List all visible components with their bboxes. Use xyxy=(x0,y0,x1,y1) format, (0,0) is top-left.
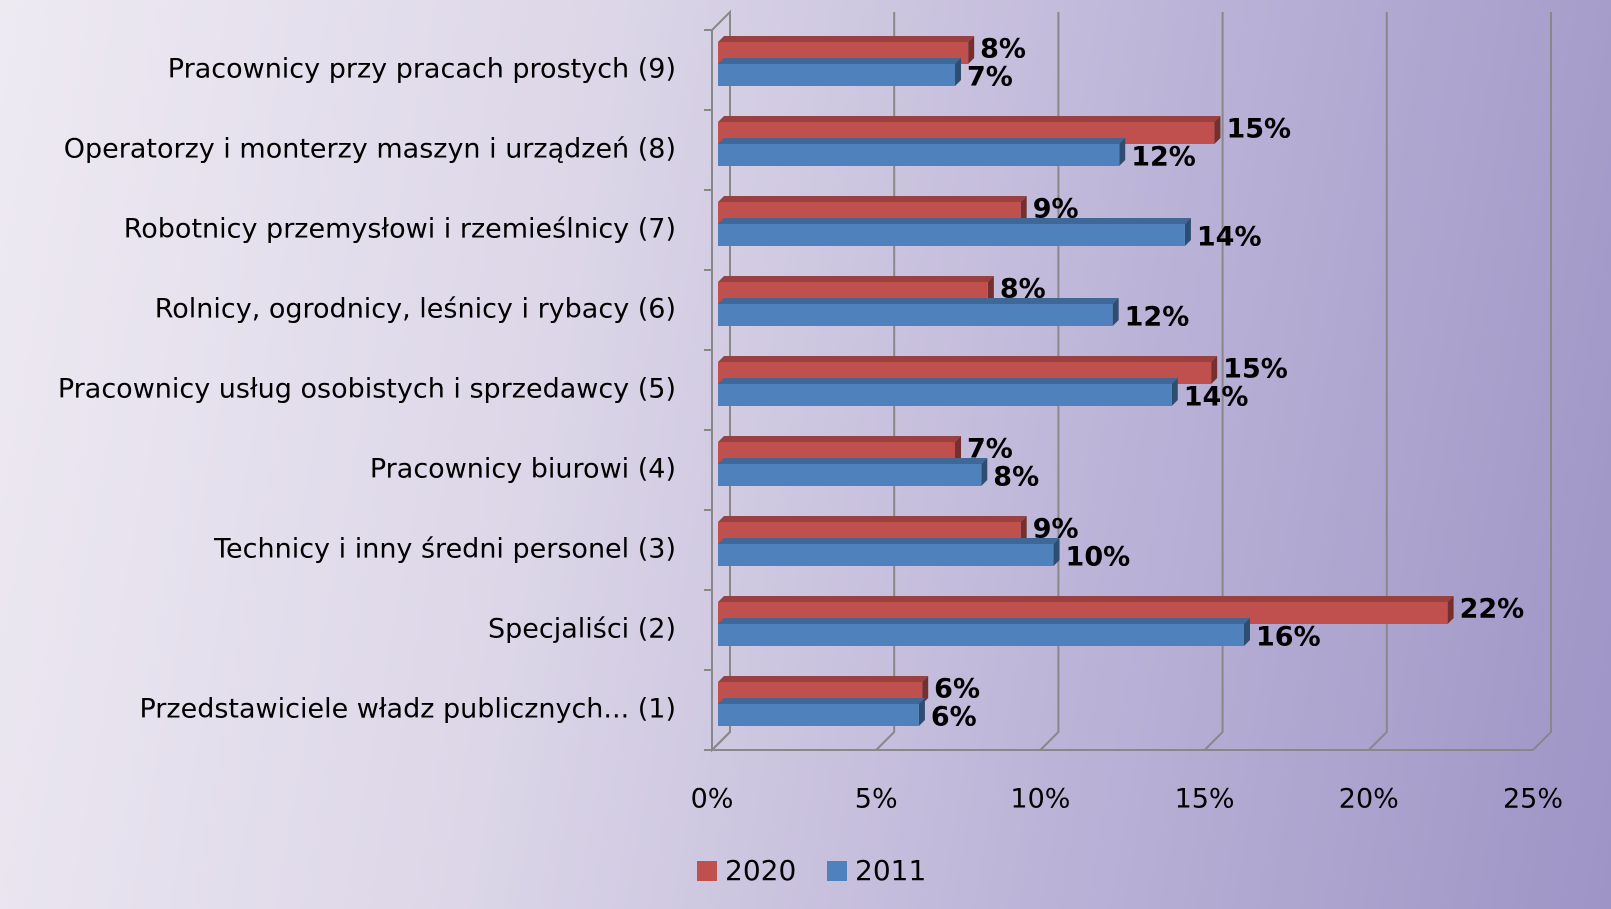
bar-side xyxy=(1211,356,1218,384)
bar-top xyxy=(718,218,1191,224)
bar xyxy=(718,544,1054,566)
bar-side xyxy=(1053,538,1060,566)
x-tick-label: 25% xyxy=(1503,784,1563,815)
value-label: 6% xyxy=(934,674,980,705)
legend-label: 2011 xyxy=(855,854,926,887)
value-label: 14% xyxy=(1197,222,1262,253)
category-label: Pracownicy biurowi (4) xyxy=(370,454,676,485)
value-label: 8% xyxy=(993,462,1039,493)
grid-line xyxy=(1532,12,1552,751)
bar-side xyxy=(1184,218,1191,246)
value-label: 15% xyxy=(1226,114,1291,145)
legend-swatch xyxy=(827,861,847,881)
bar-side xyxy=(1020,516,1027,544)
bar-side xyxy=(1020,196,1027,224)
bar-side xyxy=(955,58,962,86)
bar xyxy=(718,224,1185,246)
bar-top xyxy=(718,276,994,282)
grid-line xyxy=(1203,12,1224,751)
bar-top xyxy=(718,596,1454,602)
bar xyxy=(718,64,956,86)
bar-side xyxy=(1171,378,1178,406)
x-tick-label: 0% xyxy=(691,784,734,815)
value-label: 10% xyxy=(1066,542,1131,573)
bar-side xyxy=(1214,116,1221,144)
bar xyxy=(718,704,919,726)
bar-side xyxy=(968,36,975,64)
value-label: 16% xyxy=(1256,622,1321,653)
value-label: 7% xyxy=(967,62,1013,93)
bar-top xyxy=(718,138,1126,144)
category-label: Technicy i inny średni personel (3) xyxy=(213,534,676,565)
bar-top xyxy=(718,116,1221,122)
grid-line xyxy=(1368,12,1388,751)
bar xyxy=(718,464,982,486)
bar-side xyxy=(1119,138,1126,166)
bar-top xyxy=(718,58,962,64)
bar xyxy=(718,144,1120,166)
value-label: 15% xyxy=(1223,354,1288,385)
bar-side xyxy=(1244,618,1251,646)
bar-top xyxy=(718,436,962,442)
grid-line xyxy=(1039,12,1060,751)
legend-swatch xyxy=(697,861,717,881)
bar-top xyxy=(718,458,988,464)
category-label: Rolnicy, ogrodnicy, leśnicy i rybacy (6) xyxy=(155,294,676,325)
bar-side xyxy=(918,698,925,726)
bar-side xyxy=(987,276,994,304)
bar-side xyxy=(922,676,929,704)
value-label: 8% xyxy=(980,34,1026,65)
x-tick-label: 15% xyxy=(1175,784,1235,815)
value-label: 14% xyxy=(1184,382,1249,413)
category-label: Operatorzy i monterzy maszyn i urządzeń … xyxy=(64,134,676,165)
bar-side xyxy=(981,458,988,486)
bar-top xyxy=(718,538,1060,544)
x-tick-label: 5% xyxy=(855,784,898,815)
bar-side xyxy=(1112,298,1119,326)
bar-top xyxy=(718,676,929,682)
bar-top xyxy=(718,378,1178,384)
category-label: Robotnicy przemysłowi i rzemieślnicy (7) xyxy=(124,214,676,245)
legend-label: 2020 xyxy=(725,854,796,887)
category-label: Przedstawiciele władz publicznych... (1) xyxy=(140,694,677,725)
category-label: Pracownicy przy pracach prostych (9) xyxy=(168,54,676,85)
bar-top xyxy=(718,618,1251,624)
bar xyxy=(718,624,1245,646)
category-label: Pracownicy usług osobistych i sprzedawcy… xyxy=(58,374,676,405)
bar-side xyxy=(955,436,962,464)
value-label: 22% xyxy=(1460,594,1525,625)
bar xyxy=(718,304,1113,326)
category-label: Specjaliści (2) xyxy=(488,614,676,645)
bar-top xyxy=(718,356,1218,362)
bar-top xyxy=(718,516,1027,522)
bar-top xyxy=(718,36,975,42)
value-label: 6% xyxy=(931,702,977,733)
x-tick-label: 10% xyxy=(1010,784,1070,815)
bar-top xyxy=(718,298,1119,304)
value-label: 12% xyxy=(1131,142,1196,173)
value-label: 12% xyxy=(1125,302,1190,333)
x-tick-label: 20% xyxy=(1339,784,1399,815)
grid-line xyxy=(875,12,896,751)
bar-top xyxy=(718,196,1027,202)
bar-side xyxy=(1447,596,1454,624)
bar xyxy=(718,384,1172,406)
grid-line xyxy=(711,12,731,751)
bar-top xyxy=(718,698,925,704)
